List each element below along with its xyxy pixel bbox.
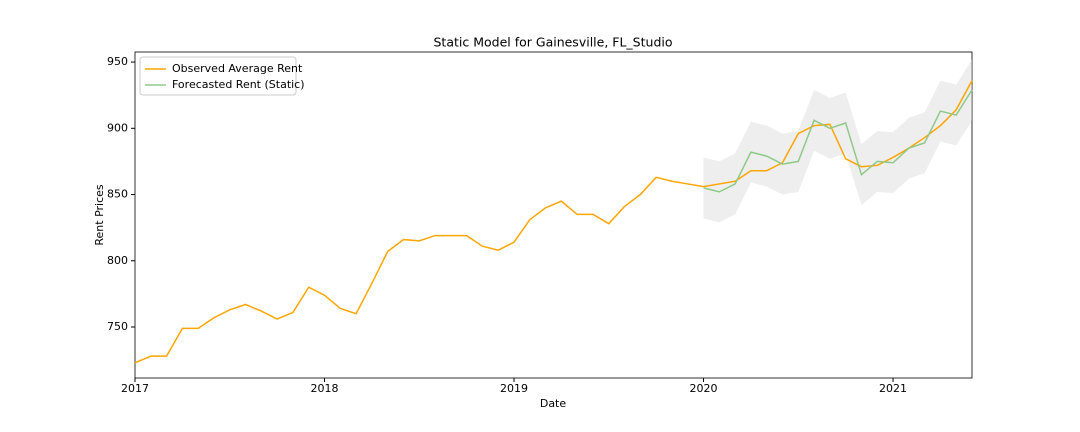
y-tick-label: 950	[107, 55, 128, 68]
x-tick-label: 2017	[121, 382, 149, 395]
y-tick-label: 900	[107, 121, 128, 134]
legend-box	[139, 56, 297, 96]
x-axis-label: Date	[540, 397, 567, 410]
y-tick-label: 800	[107, 254, 128, 267]
series-line	[134, 80, 973, 364]
y-axis-label: Rent Prices	[93, 184, 106, 246]
y-tick-label: 750	[107, 320, 128, 333]
x-tick-label: 2020	[690, 382, 718, 395]
x-tick-label: 2018	[311, 382, 339, 395]
chart-title: Static Model for Gainesville, FL_Studio	[434, 35, 673, 50]
legend-label: Observed Average Rent	[172, 62, 303, 75]
legend-label: Forecasted Rent (Static)	[172, 78, 305, 91]
x-tick-label: 2021	[879, 382, 907, 395]
plot-frame	[134, 51, 973, 379]
x-tick-label: 2019	[500, 382, 528, 395]
series-line	[703, 89, 973, 193]
y-tick-label: 850	[107, 188, 128, 201]
